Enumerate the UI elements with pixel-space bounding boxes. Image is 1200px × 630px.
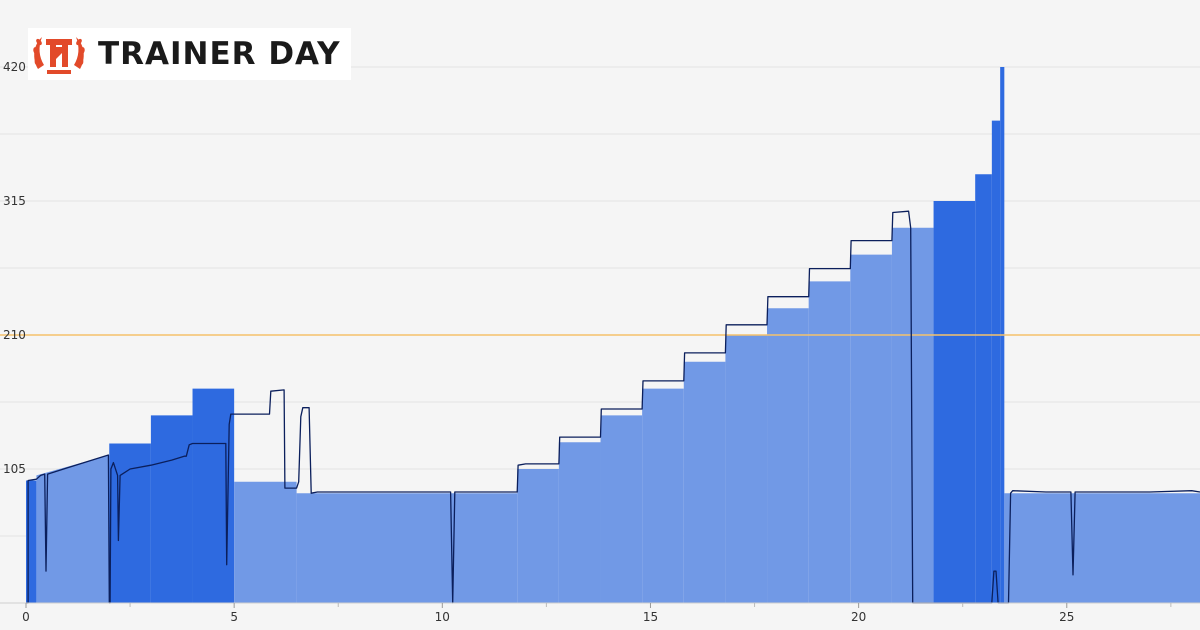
target-segment xyxy=(808,281,851,603)
brand-name: TRAINER DAY xyxy=(98,36,341,72)
laurel-wreath-td-icon xyxy=(33,37,85,74)
x-tick-label: 15 xyxy=(643,610,658,624)
y-tick-label: 210 xyxy=(3,328,26,342)
target-segment xyxy=(517,469,559,603)
y-tick-label: 315 xyxy=(3,194,26,208)
target-segment xyxy=(683,361,726,603)
target-segment xyxy=(975,174,992,603)
x-tick-label: 25 xyxy=(1059,610,1074,624)
x-tick-label: 5 xyxy=(230,610,238,624)
target-segment xyxy=(767,308,809,603)
target-segment xyxy=(1004,493,1200,603)
y-tick-label: 105 xyxy=(3,462,26,476)
target-segment xyxy=(558,442,601,603)
target-segment xyxy=(234,481,297,603)
target-segment xyxy=(642,388,684,603)
target-segment xyxy=(36,454,110,603)
target-segment xyxy=(725,335,768,603)
target-segment xyxy=(933,201,976,603)
y-tick-label: 420 xyxy=(3,60,26,74)
x-tick-label: 10 xyxy=(435,610,450,624)
brand-logo: TRAINER DAY xyxy=(28,28,351,80)
target-segment xyxy=(600,415,643,603)
target-segment xyxy=(192,388,235,603)
target-segment xyxy=(891,227,934,604)
target-segment xyxy=(150,415,193,603)
target-segment xyxy=(850,254,892,603)
target-segment xyxy=(296,493,518,603)
target-segment xyxy=(991,120,1001,603)
x-tick-label: 0 xyxy=(22,610,30,624)
x-tick-label: 20 xyxy=(851,610,866,624)
